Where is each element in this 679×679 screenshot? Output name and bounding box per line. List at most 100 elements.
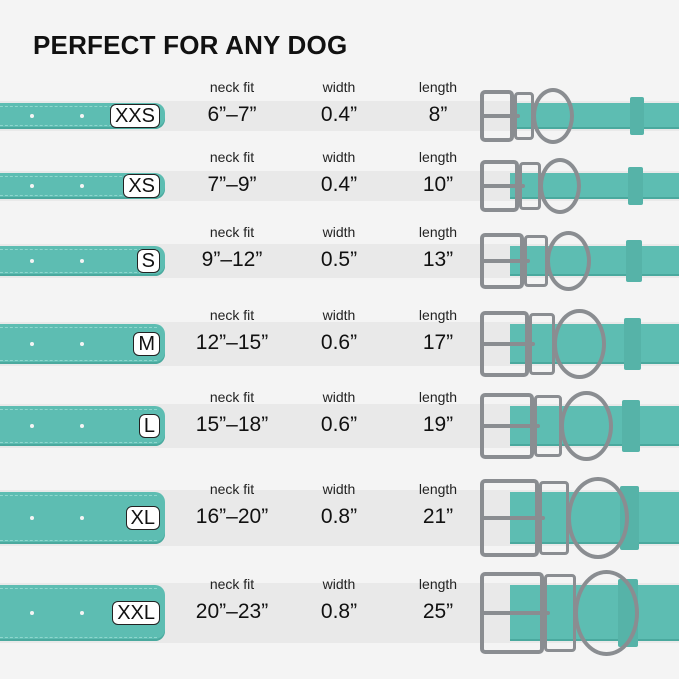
value-length: 19” <box>422 413 454 436</box>
size-label: XXS <box>109 104 160 128</box>
value-neck-fit: 15”–18” <box>195 413 269 436</box>
label-length: length <box>418 149 458 165</box>
strap-stitching <box>0 249 157 273</box>
value-length: 8” <box>428 103 448 126</box>
d-ring-icon <box>539 158 581 214</box>
d-ring-icon <box>574 570 639 656</box>
strap-hole <box>80 611 84 615</box>
value-length: 25” <box>422 600 454 623</box>
buckle-prong <box>482 611 550 615</box>
strap-keeper-loop <box>622 400 640 452</box>
label-length: length <box>418 79 458 95</box>
label-length: length <box>418 224 458 240</box>
size-label: XXL <box>112 601 160 625</box>
size-label: S <box>136 249 160 273</box>
value-width: 0.6” <box>320 413 358 436</box>
buckle-prong <box>482 516 545 520</box>
value-neck-fit: 9”–12” <box>201 248 263 271</box>
buckle-keeper <box>539 481 569 555</box>
value-neck-fit: 12”–15” <box>195 331 269 354</box>
collar-strap <box>0 406 165 446</box>
value-length: 17” <box>422 331 454 354</box>
value-neck-fit: 16”–20” <box>195 505 269 528</box>
strap-stitching <box>0 176 157 196</box>
value-width: 0.4” <box>320 173 358 196</box>
buckle-keeper <box>524 235 548 287</box>
strap-stitching <box>0 327 157 361</box>
strap-hole <box>80 114 84 118</box>
label-width: width <box>322 149 356 165</box>
strap-keeper-loop <box>624 318 641 370</box>
size-label: M <box>133 332 160 356</box>
value-length: 13” <box>422 248 454 271</box>
strap-hole <box>30 184 34 188</box>
label-length: length <box>418 576 458 592</box>
strap-stitching <box>0 495 157 541</box>
page-title: PERFECT FOR ANY DOG <box>33 30 348 60</box>
value-neck-fit: 6”–7” <box>207 103 257 126</box>
label-width: width <box>322 79 356 95</box>
strap-stitching <box>0 588 157 638</box>
collar-strap-end <box>510 246 679 276</box>
strap-hole <box>80 516 84 520</box>
strap-keeper-loop <box>630 97 644 135</box>
strap-hole <box>80 424 84 428</box>
value-width: 0.8” <box>320 505 358 528</box>
buckle-keeper <box>514 92 534 140</box>
buckle-keeper <box>519 162 541 210</box>
buckle-keeper <box>544 574 576 652</box>
strap-hole <box>80 184 84 188</box>
strap-keeper-loop <box>628 167 643 205</box>
value-width: 0.6” <box>320 331 358 354</box>
label-neck-fit: neck fit <box>209 307 255 323</box>
label-length: length <box>418 389 458 405</box>
strap-hole <box>30 259 34 263</box>
strap-hole <box>30 424 34 428</box>
buckle-prong <box>482 424 540 428</box>
value-width: 0.8” <box>320 600 358 623</box>
label-neck-fit: neck fit <box>209 481 255 497</box>
label-length: length <box>418 307 458 323</box>
d-ring-icon <box>560 391 613 461</box>
d-ring-icon <box>553 309 606 379</box>
d-ring-icon <box>532 88 574 144</box>
label-length: length <box>418 481 458 497</box>
buckle-prong <box>482 342 535 346</box>
strap-hole <box>80 342 84 346</box>
label-neck-fit: neck fit <box>209 224 255 240</box>
strap-hole <box>30 611 34 615</box>
label-width: width <box>322 224 356 240</box>
label-neck-fit: neck fit <box>209 79 255 95</box>
value-width: 0.5” <box>320 248 358 271</box>
value-neck-fit: 20”–23” <box>195 600 269 623</box>
buckle-prong <box>482 114 520 118</box>
label-neck-fit: neck fit <box>209 389 255 405</box>
strap-stitching <box>0 409 157 443</box>
buckle-prong <box>482 259 530 263</box>
size-label: XL <box>125 506 160 530</box>
value-width: 0.4” <box>320 103 358 126</box>
label-neck-fit: neck fit <box>209 149 255 165</box>
value-neck-fit: 7”–9” <box>207 173 257 196</box>
label-width: width <box>322 481 356 497</box>
d-ring-icon <box>567 477 629 559</box>
d-ring-icon <box>546 231 591 291</box>
strap-hole <box>30 342 34 346</box>
buckle-keeper <box>534 395 562 457</box>
strap-keeper-loop <box>626 240 642 282</box>
strap-hole <box>30 114 34 118</box>
strap-hole <box>30 516 34 520</box>
label-width: width <box>322 307 356 323</box>
buckle-keeper <box>529 313 555 375</box>
strap-stitching <box>0 106 157 126</box>
label-neck-fit: neck fit <box>209 576 255 592</box>
label-width: width <box>322 389 356 405</box>
size-label: L <box>138 414 160 438</box>
label-width: width <box>322 576 356 592</box>
value-length: 21” <box>422 505 454 528</box>
strap-hole <box>80 259 84 263</box>
buckle-prong <box>482 184 525 188</box>
value-length: 10” <box>422 173 454 196</box>
size-label: XS <box>123 174 160 198</box>
